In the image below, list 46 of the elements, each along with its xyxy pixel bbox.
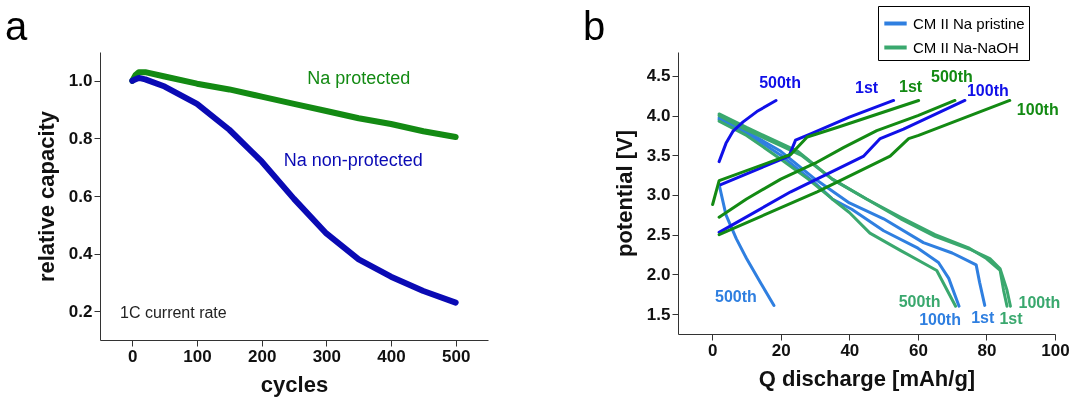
x-tick-label: 80 bbox=[977, 340, 997, 360]
x-tick-label: 20 bbox=[771, 340, 791, 360]
y-tick-label: 0.4 bbox=[68, 244, 94, 264]
y-tick-label: 0.2 bbox=[68, 301, 93, 321]
chart-title: b bbox=[583, 4, 606, 48]
x-tick-label: 200 bbox=[247, 346, 277, 366]
annotation: 1st bbox=[855, 79, 879, 97]
annotation: 1st bbox=[999, 310, 1024, 328]
x-tick-label: 100 bbox=[183, 346, 212, 366]
y-tick-label: 2.5 bbox=[646, 225, 671, 245]
x-tick-label: 100 bbox=[1041, 340, 1070, 360]
y-tick-label: 2.0 bbox=[646, 264, 671, 284]
annotation: 500th bbox=[715, 288, 757, 306]
y-tick-label: 3.0 bbox=[646, 185, 671, 205]
y-tick-label: 0.8 bbox=[68, 128, 93, 148]
series-label: Na protected bbox=[307, 68, 411, 89]
y-axis-title: relative capacity bbox=[33, 110, 59, 283]
annotation: 1C current rate bbox=[120, 304, 227, 321]
y-tick-label: 1.0 bbox=[68, 71, 93, 91]
annotation: 100th bbox=[1018, 294, 1061, 312]
chart-title: a bbox=[5, 4, 28, 48]
x-tick-label: 40 bbox=[840, 340, 860, 360]
y-tick-label: 4.0 bbox=[646, 106, 671, 126]
annotation: 1st bbox=[971, 309, 995, 327]
annotation: 100th bbox=[966, 82, 1009, 100]
annotation: 100th bbox=[1016, 101, 1059, 119]
x-tick-label: 60 bbox=[908, 340, 928, 360]
x-tick-label: 0 bbox=[708, 340, 718, 360]
annotation: 500th bbox=[898, 293, 941, 311]
x-tick-label: 400 bbox=[377, 346, 406, 366]
series-label: Na non-protected bbox=[283, 150, 423, 171]
x-axis-title: cycles bbox=[260, 371, 329, 397]
legend-label: CM II Na pristine bbox=[913, 14, 1025, 32]
x-tick-label: 500 bbox=[441, 346, 471, 366]
y-axis-title: potential [V] bbox=[611, 129, 637, 258]
y-tick-label: 1.5 bbox=[646, 304, 671, 324]
annotation: 100th bbox=[919, 311, 961, 329]
x-tick-label: 300 bbox=[312, 346, 342, 366]
annotation: 500th bbox=[759, 74, 801, 92]
x-tick-label: 0 bbox=[128, 346, 138, 366]
y-tick-label: 4.5 bbox=[646, 66, 671, 86]
y-tick-label: 3.5 bbox=[646, 145, 671, 165]
y-tick-label: 0.6 bbox=[68, 186, 93, 206]
x-axis-title: Q discharge [mAh/g] bbox=[758, 365, 976, 391]
legend-label: CM II Na-NaOH bbox=[913, 38, 1019, 56]
annotation: 1st bbox=[899, 78, 923, 96]
